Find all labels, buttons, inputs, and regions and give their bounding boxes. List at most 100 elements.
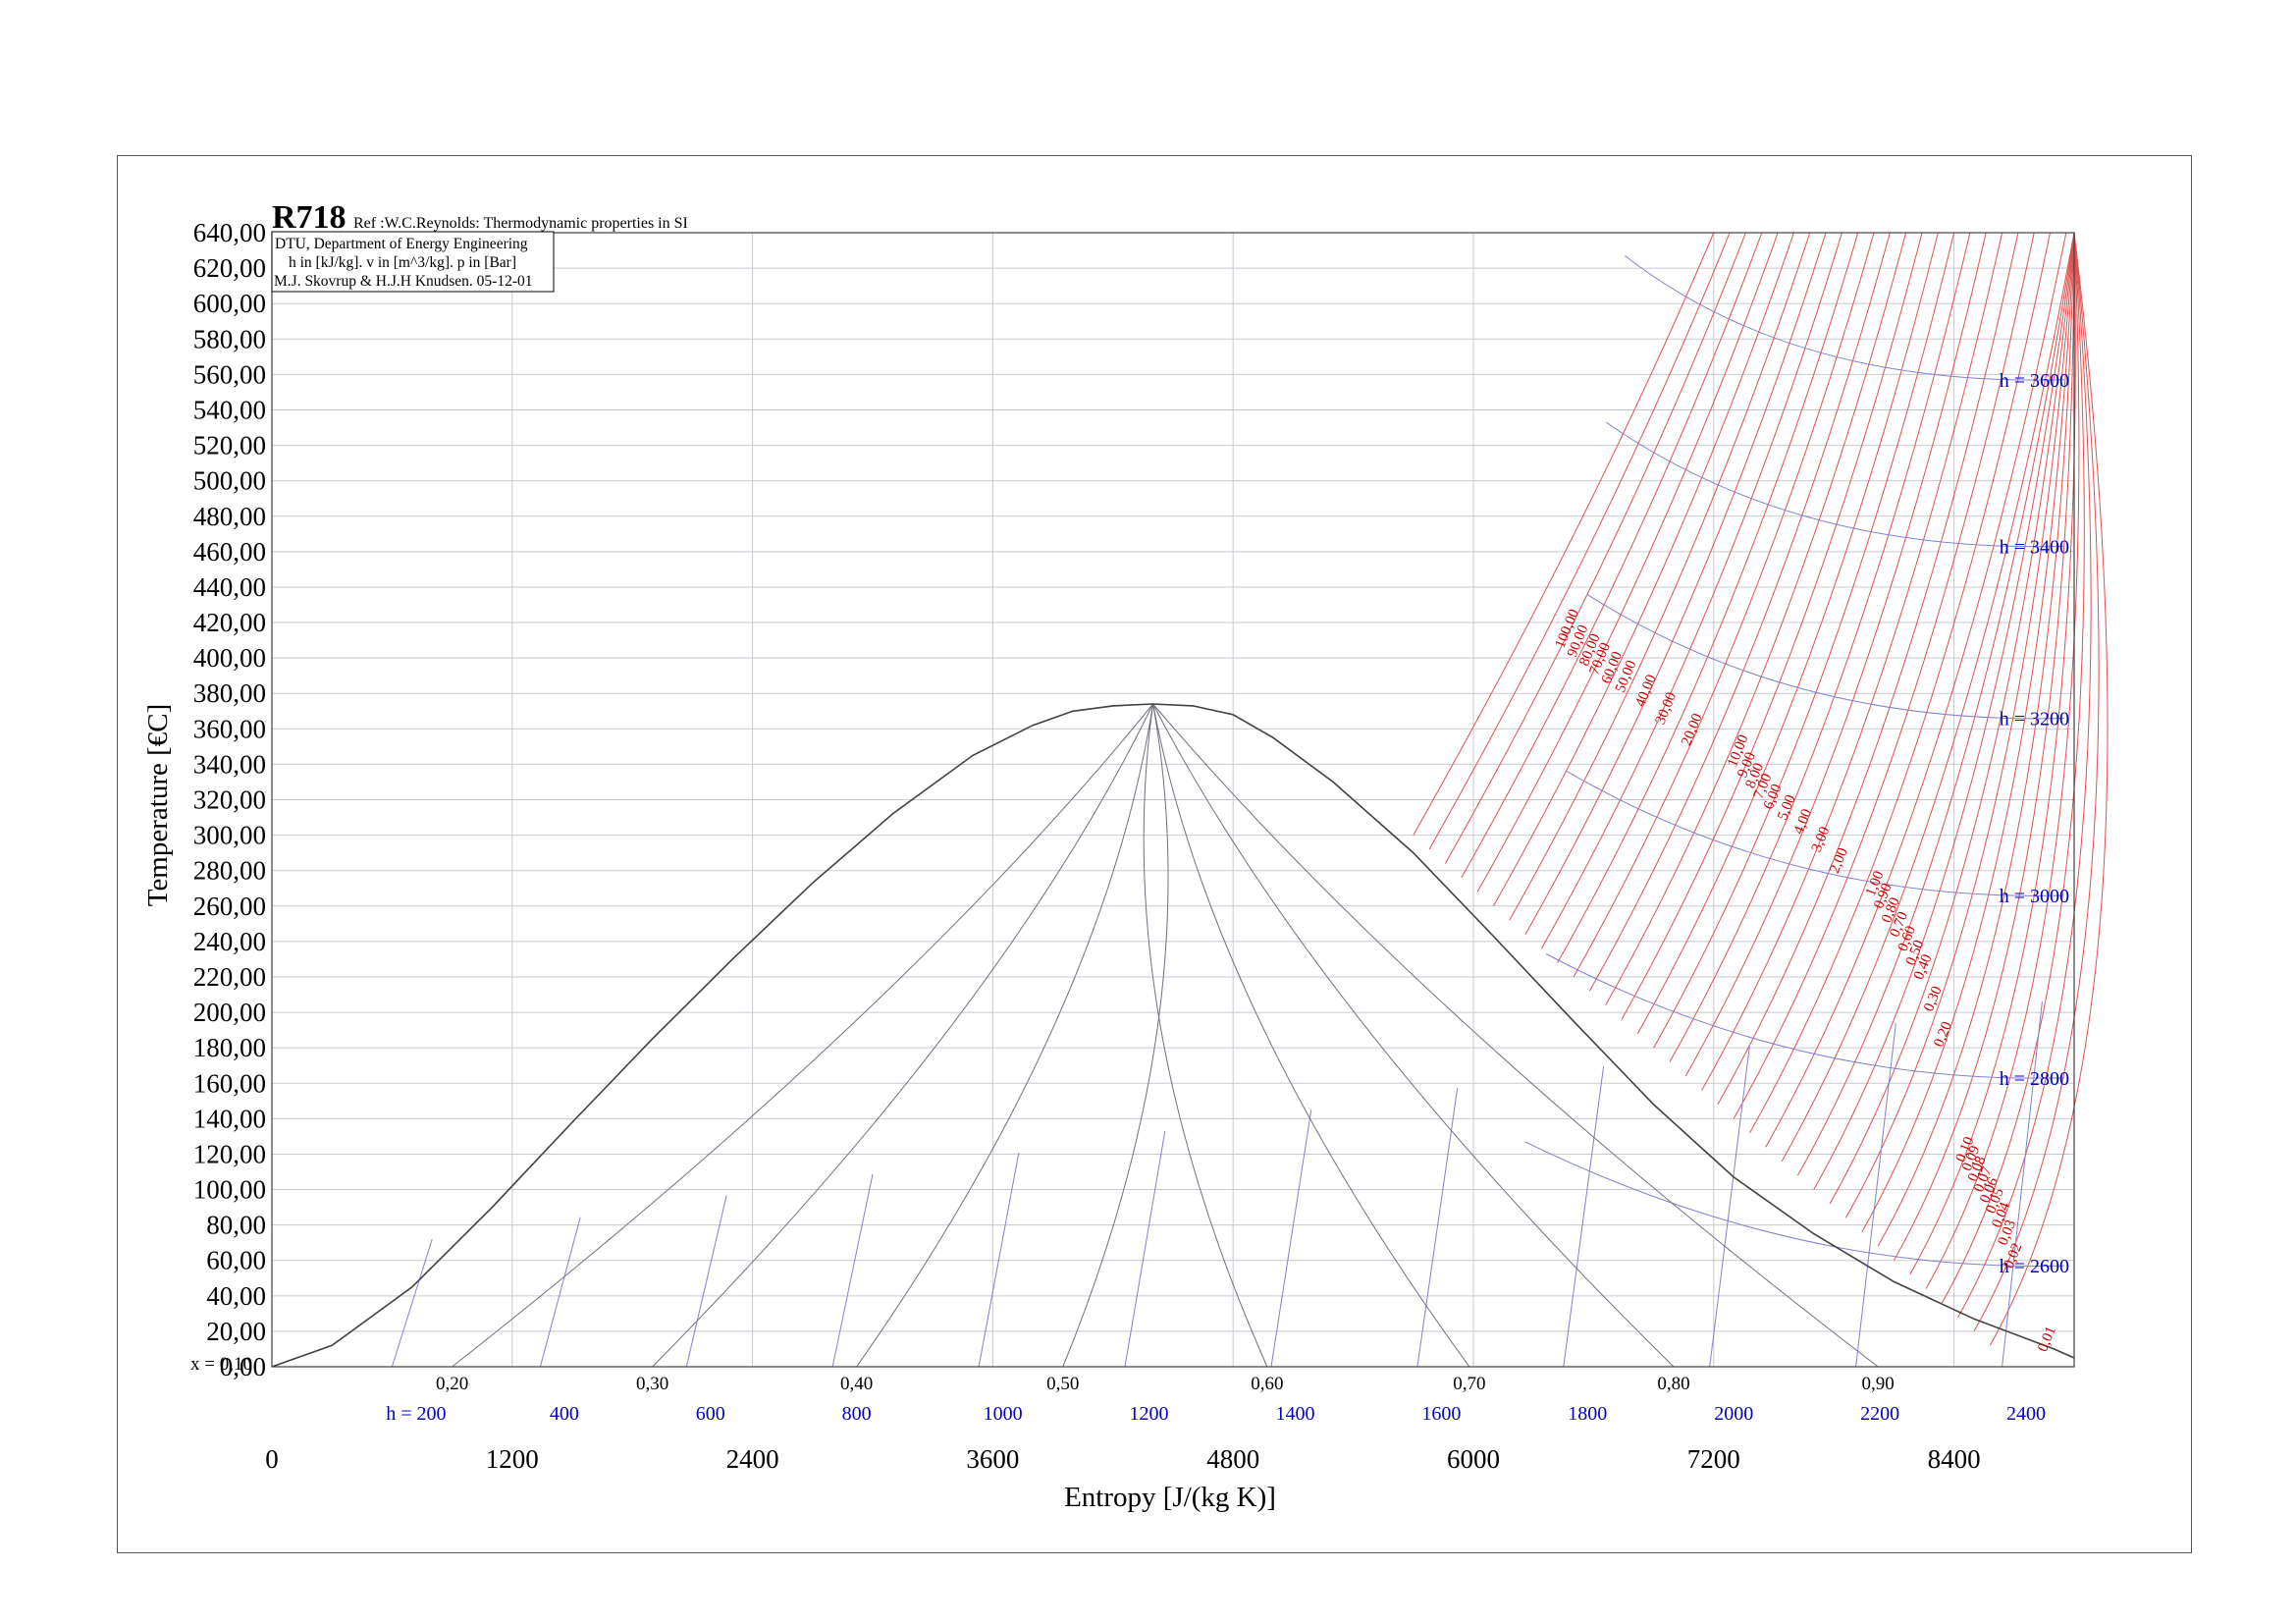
pressure-label: 40,00 — [1632, 673, 1659, 709]
bottom-enthalpy-label: 1200 — [1130, 1403, 1169, 1425]
x-tick-label: 6000 — [1447, 1444, 1500, 1474]
y-tick-label: 460,00 — [193, 537, 266, 567]
y-tick-label: 20,00 — [206, 1317, 266, 1346]
enthalpy-isoline-label: h = 2600 — [2000, 1256, 2069, 1277]
info-line-3: M.J. Skovrup & H.J.H Knudsen. 05-12-01 — [274, 273, 533, 290]
enthalpy-isoline-labels: h = 3600 h = 3400 h = 3200 h = 3000 h = 2800… — [2000, 370, 2069, 1277]
isenthalp-line — [1124, 1130, 1166, 1368]
pressure-label: 2,00 — [1827, 845, 1851, 875]
isobar-line — [1509, 232, 1811, 921]
pressure-label: 3,00 — [1809, 825, 1834, 854]
saturation-dome — [271, 703, 2075, 1368]
y-tick-label: 360,00 — [193, 714, 266, 743]
info-box — [271, 231, 555, 293]
quality-label: 0,80 — [1657, 1374, 1689, 1394]
y-tick-labels: 0,00 20,00 40,00 60,00 80,00 100,00 120,00 140,… — [193, 218, 266, 1381]
isobar-line — [1540, 232, 1842, 949]
isobar-lines — [1413, 232, 2109, 1346]
chart-title: R718 — [272, 199, 347, 236]
x-tick-label: 4800 — [1206, 1444, 1259, 1474]
y-tick-label: 440,00 — [193, 572, 266, 602]
x-tick-label: 3600 — [966, 1444, 1019, 1474]
isobar-line — [1492, 232, 1794, 907]
isenthalp-curve — [1545, 953, 2064, 1079]
isenthalp-line — [1416, 1088, 1459, 1368]
isobar-line — [1717, 232, 2019, 1106]
pressure-label: 20,00 — [1679, 712, 1705, 748]
quality-labels: 0,20 0,30 0,40 0,50 0,60 0,70 0,80 0,90 — [436, 1374, 1895, 1394]
info-line-1: DTU, Department of Energy Engineering — [275, 236, 528, 252]
isobar-line — [1957, 232, 2092, 1318]
isobar-line — [1444, 232, 1746, 864]
y-tick-label: 320,00 — [193, 785, 266, 815]
isobar-line — [1413, 232, 1715, 836]
isobar-line — [1557, 232, 1859, 963]
y-tick-label: 80,00 — [206, 1211, 266, 1240]
isobar-line — [1588, 232, 1891, 992]
bottom-enthalpy-label: 2000 — [1714, 1403, 1753, 1425]
isobar-line — [1621, 232, 1923, 1020]
x-tick-label: 1200 — [486, 1444, 539, 1474]
isenthalp-line — [1270, 1109, 1312, 1368]
y-tick-label: 120,00 — [193, 1139, 266, 1168]
quality-line — [652, 703, 1154, 1368]
y-axis-label: Temperature [€C] — [142, 704, 174, 907]
y-tick-label: 160,00 — [193, 1068, 266, 1098]
isenthalp-line — [1855, 1023, 1896, 1368]
isobar-line — [1973, 232, 2100, 1332]
quality-line — [452, 703, 1153, 1368]
y-tick-label: 260,00 — [193, 892, 266, 921]
bottom-enthalpy-label: 2200 — [1860, 1403, 1899, 1425]
isobar-line — [1844, 232, 2075, 1218]
pressure-label: 0,30 — [1921, 984, 1946, 1013]
bottom-enthalpy-labels: h = 200 400 600 800 1000 1200 1400 1600 1800 2000… — [386, 1403, 2046, 1425]
quality-line — [1062, 703, 1169, 1368]
quality-line — [1152, 703, 1879, 1368]
isobar-line — [1829, 232, 2075, 1205]
isenthalp-line — [539, 1217, 581, 1368]
quality-label: 0,40 — [840, 1374, 873, 1394]
isenthalp-curve — [1625, 255, 2064, 381]
isenthalp-line — [1563, 1066, 1605, 1368]
pressure-label: 4,00 — [1790, 807, 1815, 837]
quality-line — [1152, 703, 1470, 1368]
enthalpy-isoline-label: h = 3000 — [2000, 886, 2069, 907]
y-tick-label: 480,00 — [193, 502, 266, 531]
quality-label: 0,50 — [1046, 1374, 1079, 1394]
chart-frame — [117, 155, 2192, 1553]
isobar-line — [1701, 232, 2003, 1091]
isobar-line — [1797, 232, 2075, 1176]
quality-label: 0,20 — [436, 1374, 468, 1394]
y-tick-label: 500,00 — [193, 466, 266, 496]
quality-prefix-label: x = 0,10 — [190, 1354, 252, 1375]
isenthalp-curve — [1566, 771, 2064, 896]
y-tick-label: 200,00 — [193, 998, 266, 1027]
isenthalp-line — [685, 1195, 727, 1368]
quality-line — [1143, 703, 1268, 1368]
plot-area — [271, 232, 2075, 1368]
y-tick-label: 620,00 — [193, 253, 266, 283]
quality-line — [856, 703, 1154, 1368]
y-tick-label: 540,00 — [193, 395, 266, 424]
isobar-line — [1461, 232, 1763, 879]
y-tick-label: 220,00 — [193, 962, 266, 992]
isobar-line — [1669, 232, 1971, 1062]
x-tick-label: 8400 — [1928, 1444, 1981, 1474]
isobar-line — [1765, 232, 2067, 1148]
y-tick-label: 280,00 — [193, 856, 266, 886]
gridlines — [271, 232, 2074, 1368]
isobar-line — [1941, 232, 2085, 1304]
bottom-enthalpy-label: 2400 — [2006, 1403, 2046, 1425]
enthalpy-isoline-label: h = 3400 — [2000, 536, 2069, 558]
pressure-label: 30,00 — [1653, 690, 1680, 727]
y-tick-label: 520,00 — [193, 431, 266, 460]
y-tick-label: 400,00 — [193, 643, 266, 673]
y-tick-label: 640,00 — [193, 218, 266, 247]
quality-label: 0,90 — [1861, 1374, 1894, 1394]
isobar-line — [1781, 232, 2075, 1162]
y-tick-label: 40,00 — [206, 1281, 266, 1311]
isobar-line — [1861, 232, 2075, 1233]
isobar-line — [1476, 232, 1779, 893]
enthalpy-isoline-label: h = 2800 — [2000, 1068, 2069, 1090]
isobar-line — [1749, 232, 2051, 1134]
